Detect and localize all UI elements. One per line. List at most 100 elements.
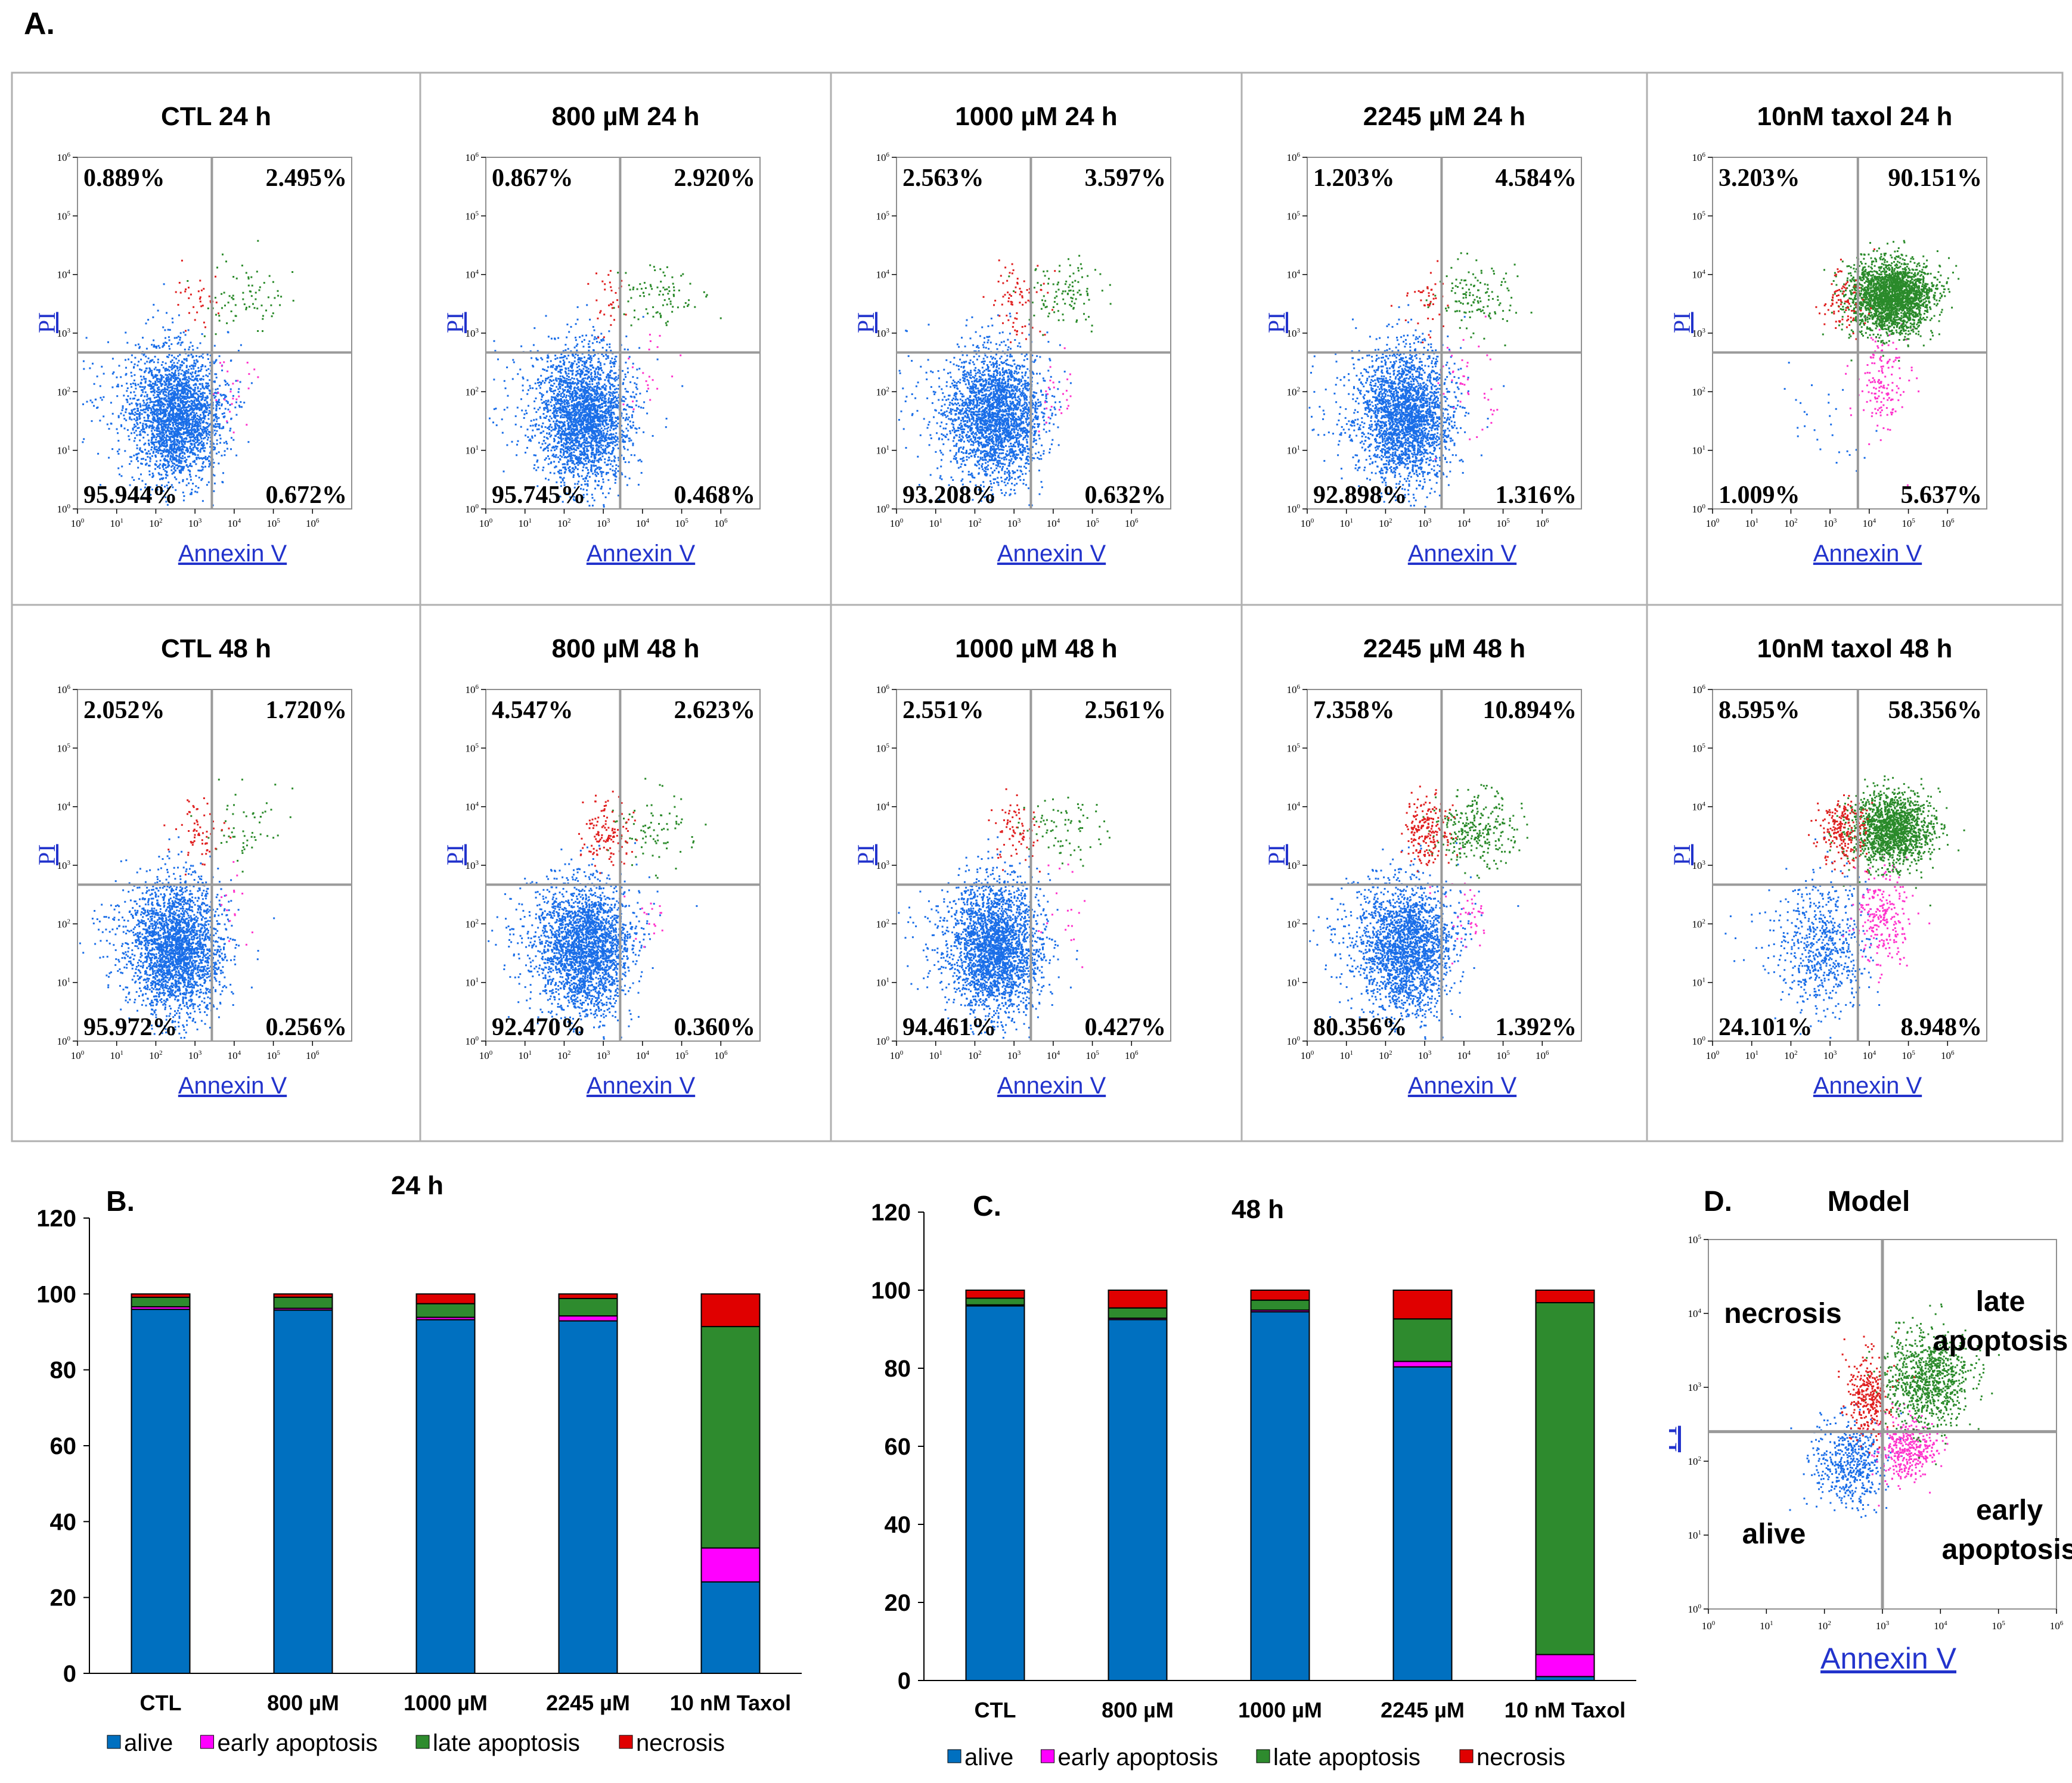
y-axis-label: PI — [1263, 312, 1290, 334]
x-tick-label: 105 — [675, 1049, 688, 1061]
late-apoptosis-events — [1422, 784, 1528, 879]
y-tick-label: 101 — [1692, 445, 1706, 456]
y-tick-label: 101 — [876, 977, 890, 989]
y-axis-label: PI — [852, 312, 879, 334]
y-axis-label: PI — [1263, 844, 1290, 866]
x-tick-label: 105 — [1085, 517, 1099, 529]
y-tick-label: 101 — [57, 445, 71, 456]
flow-plot-area — [896, 689, 1171, 1042]
quadrant-necrosis-pct: 0.867% — [492, 164, 573, 192]
x-tick-label: 102 — [149, 1049, 163, 1061]
x-tick-label: 106 — [714, 517, 728, 529]
model-plot: D. Model necrosis late apoptosis alive early ap… — [1669, 1186, 2072, 1675]
x-tick-label: 106 — [1941, 517, 1955, 529]
late-apoptosis-events — [613, 264, 722, 327]
y-tick-label: 120 — [36, 1206, 76, 1232]
category-label: 10 nM Taxol — [670, 1691, 791, 1715]
flow-plot-area — [896, 157, 1171, 510]
necrosis-events — [1808, 794, 1874, 874]
bar-segment-necrosis — [273, 1293, 333, 1298]
alive-events — [1335, 304, 1505, 508]
bar-segment-late-apoptosis — [1250, 1299, 1310, 1311]
flow-plot-area — [1712, 157, 1987, 510]
bar-segment-necrosis — [558, 1293, 618, 1299]
model-label-late-1: late — [1976, 1286, 2026, 1318]
x-tick-label: 103 — [1007, 517, 1021, 529]
y-tick-label: 104 — [466, 801, 479, 813]
y-tick-label: 102 — [1692, 386, 1706, 397]
bar-segment-late-apoptosis — [558, 1297, 618, 1317]
y-tick-label: 104 — [466, 269, 479, 281]
flow-panel: 10nM taxol 24 h 3.203% 90.151% 1.009% 5.637%… — [1668, 102, 1987, 567]
quadrant-alive-pct: 94.461% — [902, 1014, 997, 1041]
quadrant-late-pct: 2.920% — [674, 164, 756, 192]
x-tick-label: 100 — [890, 517, 904, 529]
legend-label: necrosis — [636, 1730, 725, 1756]
quadrant-early-pct: 0.468% — [674, 482, 756, 509]
y-tick-label: 102 — [57, 386, 71, 397]
x-tick-label: 103 — [1007, 1049, 1021, 1061]
bar-segment-late-apoptosis — [1108, 1307, 1168, 1319]
y-tick-label: 104 — [1688, 1307, 1702, 1319]
y-tick-label: 106 — [466, 684, 479, 695]
bar-segment-necrosis — [965, 1290, 1025, 1299]
flow-panel: 1000 µM 24 h 2.563% 3.597% 93.208% 0.632% 100… — [852, 102, 1171, 567]
x-tick-label: 103 — [188, 1049, 202, 1061]
y-tick-label: 104 — [57, 269, 71, 281]
category-label: 800 µM — [267, 1691, 339, 1715]
quadrant-necrosis-pct: 3.203% — [1719, 164, 1800, 192]
quadrant-necrosis-pct: 4.547% — [492, 697, 573, 724]
y-tick-label: 101 — [1287, 445, 1301, 456]
flow-panel: 2245 µM 48 h 7.358% 10.894% 80.356% 1.392% 10… — [1263, 634, 1582, 1099]
bar-segment-alive — [273, 1309, 333, 1674]
bar-segment-necrosis — [415, 1293, 476, 1304]
quadrant-late-pct: 90.151% — [1888, 164, 1983, 192]
x-tick-label: 102 — [1379, 1049, 1392, 1061]
flow-panel: CTL 24 h 0.889% 2.495% 95.944% 0.672% 100 101 1… — [33, 102, 352, 567]
y-tick-label: 105 — [876, 742, 890, 754]
x-tick-label: 104 — [1047, 1049, 1060, 1061]
early-apoptosis-events — [622, 334, 682, 411]
y-tick-label: 100 — [57, 503, 71, 515]
alive-events-sparse — [1797, 425, 1806, 437]
category-label: 10 nM Taxol — [1505, 1698, 1626, 1722]
necrosis-events — [982, 259, 1056, 343]
quadrant-late-pct: 1.720% — [266, 697, 348, 724]
legend-label: necrosis — [1477, 1744, 1565, 1770]
y-tick-label: 106 — [876, 684, 890, 695]
y-tick-label: 106 — [466, 151, 479, 163]
panel-label-c: C. — [973, 1191, 1001, 1222]
y-tick-label: 40 — [885, 1512, 911, 1538]
x-tick-label: 102 — [968, 517, 982, 529]
bar-segment-late-apoptosis — [965, 1297, 1025, 1306]
quadrant-early-pct: 5.637% — [1901, 482, 1983, 509]
y-tick-label: 102 — [1287, 918, 1301, 930]
bar-segment-necrosis — [700, 1293, 761, 1328]
alive-events — [91, 283, 253, 507]
category-label: 1000 µM — [404, 1691, 488, 1715]
y-tick-label: 100 — [1692, 1035, 1706, 1047]
legend-swatch — [415, 1735, 430, 1749]
early-apoptosis-events — [1038, 863, 1086, 968]
flow-plot-area — [1307, 689, 1582, 1042]
quadrant-alive-pct: 95.944% — [83, 482, 178, 509]
alive-events-sparse — [898, 865, 1044, 1011]
legend-label: alive — [124, 1730, 173, 1756]
bar-segment-early-apoptosis — [1535, 1654, 1595, 1678]
late-apoptosis-events — [1864, 1303, 2000, 1465]
y-tick-label: 103 — [1688, 1381, 1702, 1393]
x-tick-label: 102 — [1379, 517, 1392, 529]
y-tick-label: 101 — [1287, 977, 1301, 989]
quadrant-early-pct: 1.316% — [1496, 482, 1577, 509]
x-tick-label: 100 — [1706, 1049, 1720, 1061]
y-tick-label: 20 — [885, 1590, 911, 1616]
bar-segment-necrosis — [1250, 1290, 1310, 1301]
x-tick-label: 105 — [1496, 517, 1510, 529]
y-tick-label: 102 — [1688, 1455, 1702, 1467]
x-tick-label: 101 — [110, 517, 123, 529]
flow-panel-title: 10nM taxol 48 h — [1757, 634, 1953, 663]
quadrant-late-pct: 2.495% — [266, 164, 348, 192]
y-tick-label: 105 — [57, 210, 71, 222]
model-panel: D. Model necrosis late apoptosis alive early ap… — [1669, 1186, 2072, 1675]
